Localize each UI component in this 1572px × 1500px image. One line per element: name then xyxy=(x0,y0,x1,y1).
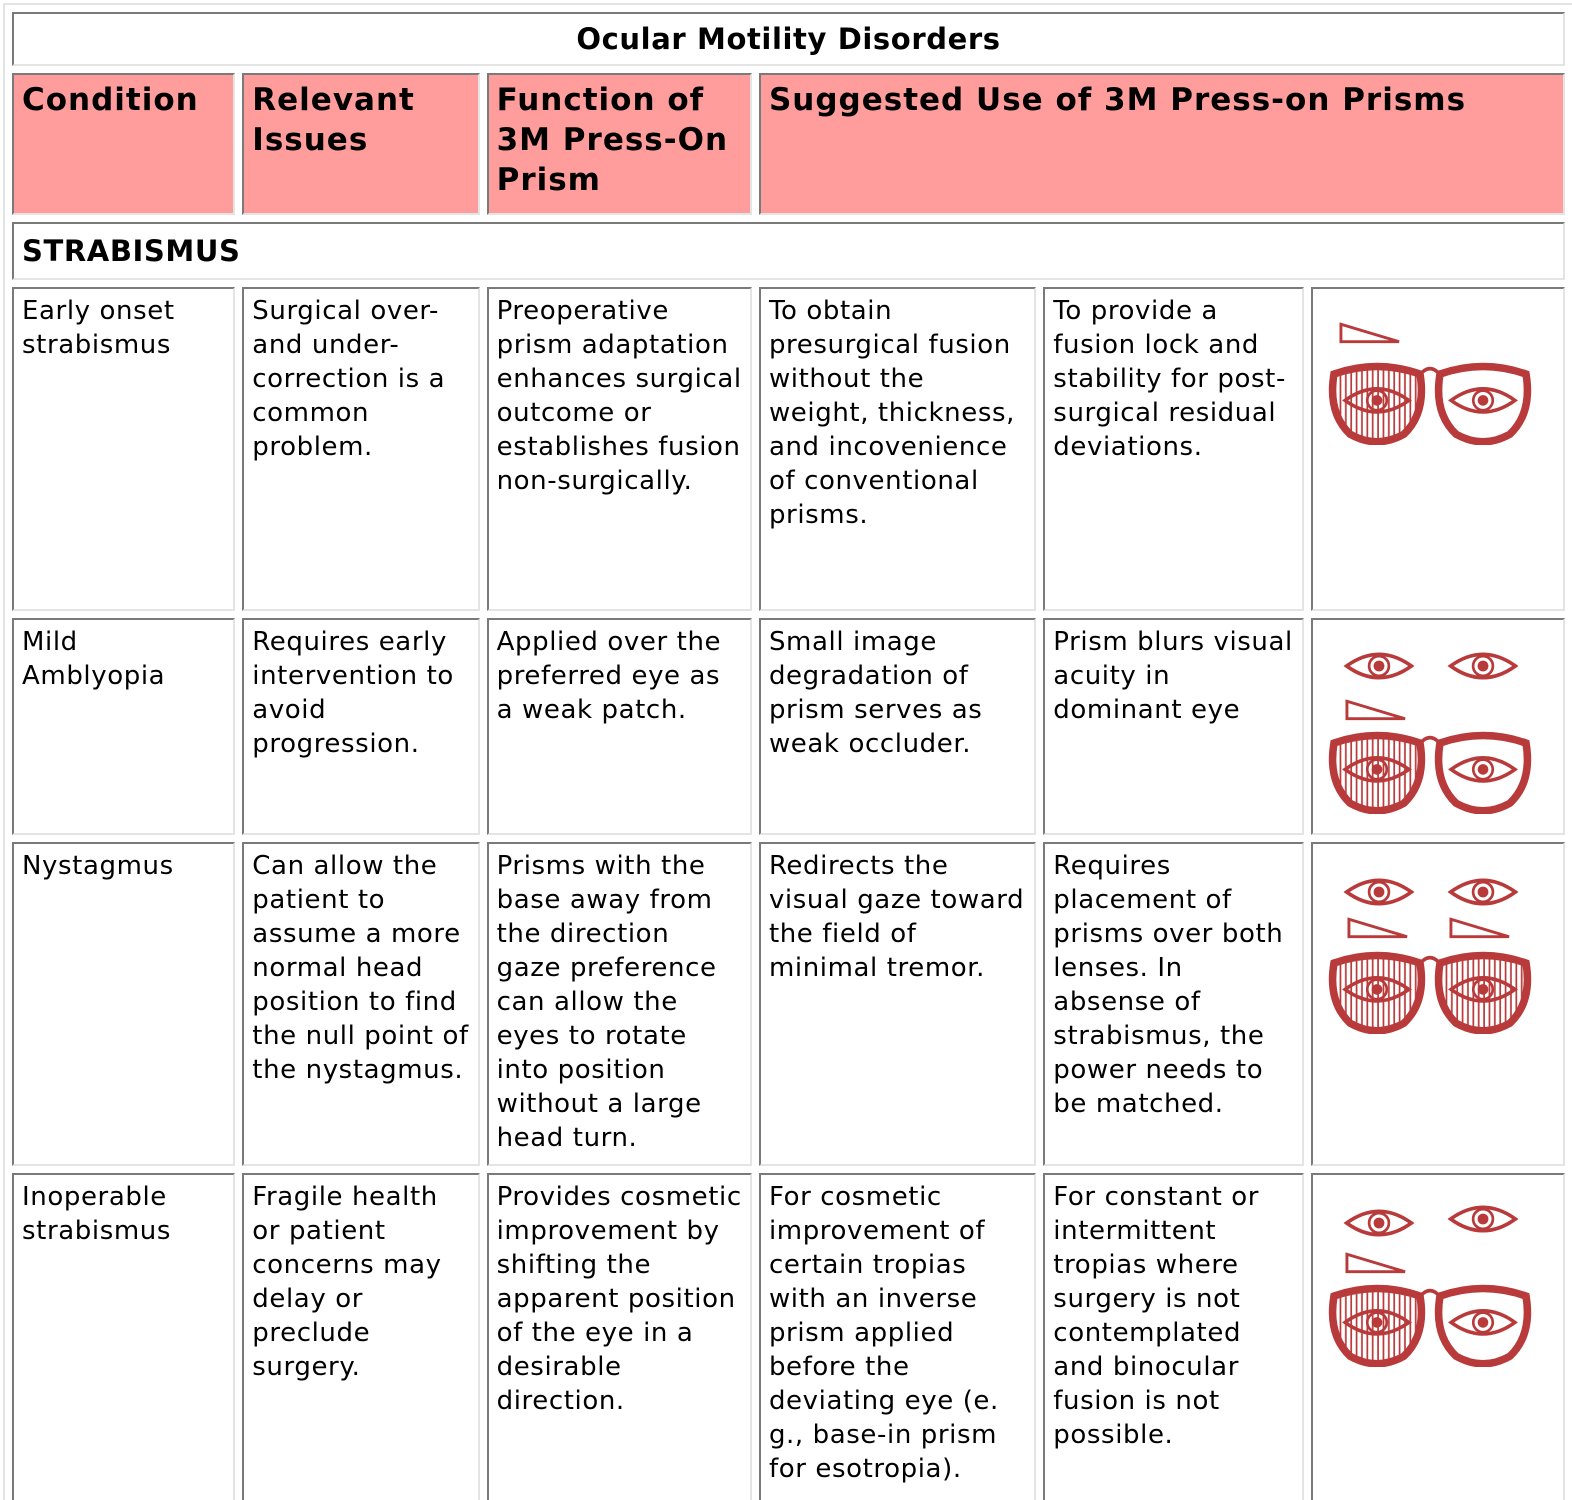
cell: Applied over the preferred eye as a weak… xyxy=(486,618,752,835)
lens-icon xyxy=(1438,1289,1527,1364)
prism-icon xyxy=(1345,1252,1407,1274)
bridge-icon xyxy=(1422,958,1438,962)
header-cell: Condition xyxy=(12,73,236,215)
cell: Mild Amblyopia xyxy=(12,618,236,835)
illustration-cell xyxy=(1310,287,1565,611)
prism-icon xyxy=(1347,917,1409,939)
illustration-cell xyxy=(1310,618,1565,835)
cell: Redirects the visual gaze toward the fie… xyxy=(758,842,1037,1166)
eye-icon xyxy=(1448,1205,1517,1233)
cell: Requires early intervention to avoid pro… xyxy=(242,618,480,835)
title-row: Ocular Motility Disorders xyxy=(12,12,1565,66)
illustration xyxy=(1323,878,1543,1048)
motility-table: Ocular Motility Disorders Condition Rele… xyxy=(3,3,1572,1500)
illustration-cell xyxy=(1310,842,1565,1166)
illustration xyxy=(1323,322,1543,453)
lens-icon xyxy=(1438,736,1527,811)
illustration xyxy=(1323,1205,1543,1379)
lens-icon xyxy=(1332,956,1421,1031)
cell: Provides cosmetic improvement by shiftin… xyxy=(486,1173,752,1500)
cell: Fragile health or patient concerns may d… xyxy=(242,1173,480,1500)
eye-icon xyxy=(1344,878,1413,906)
bridge-icon xyxy=(1422,738,1438,742)
eye-icon xyxy=(1448,652,1517,680)
cell: Inoperable strabismus xyxy=(12,1173,236,1500)
cell: Can allow the patient to assume a more n… xyxy=(242,842,480,1166)
header-cell: Relevant Issues xyxy=(242,73,480,215)
cell: Surgical over- and under-correction is a… xyxy=(242,287,480,611)
illustration-cell xyxy=(1310,1173,1565,1500)
eye-icon xyxy=(1448,878,1517,906)
lens-icon xyxy=(1332,367,1421,442)
section-row: STRABISMUS xyxy=(12,222,1565,280)
table-row: Inoperable strabismus Fragile health or … xyxy=(12,1173,1565,1500)
prism-icon xyxy=(1345,699,1407,721)
cell: To provide a fusion lock and stability f… xyxy=(1043,287,1304,611)
table-row: Early onset strabismus Surgical over- an… xyxy=(12,287,1565,611)
cell: Small image degradation of prism serves … xyxy=(758,618,1037,835)
cell: Preoperative prism adaptation enhances s… xyxy=(486,287,752,611)
table-title: Ocular Motility Disorders xyxy=(12,12,1565,66)
illustration xyxy=(1323,652,1543,824)
eye-icon xyxy=(1344,652,1413,680)
header-cell: Function of 3M Press-On Prism xyxy=(486,73,752,215)
header-row: Condition Relevant Issues Function of 3M… xyxy=(12,73,1565,215)
table-row: Mild Amblyopia Requires early interventi… xyxy=(12,618,1565,835)
cell: For constant or intermittent tropias whe… xyxy=(1043,1173,1304,1500)
header-cell: Suggested Use of 3M Press-on Prisms xyxy=(758,73,1565,215)
lens-icon xyxy=(1332,1289,1421,1364)
eye-icon xyxy=(1344,1209,1413,1237)
lens-icon xyxy=(1438,956,1527,1031)
lens-icon xyxy=(1438,367,1527,442)
cell: For cosmetic improvement of certain trop… xyxy=(758,1173,1037,1500)
lens-icon xyxy=(1332,736,1421,811)
cell: Requires placement of prisms over both l… xyxy=(1043,842,1304,1166)
cell: Early onset strabismus xyxy=(12,287,236,611)
cell: To obtain presurgical fusion without the… xyxy=(758,287,1037,611)
cell: Prisms with the base away from the direc… xyxy=(486,842,752,1166)
section-label: STRABISMUS xyxy=(12,222,1565,280)
cell: Prism blurs visual acuity in dominant ey… xyxy=(1043,618,1304,835)
prism-icon xyxy=(1339,322,1401,344)
bridge-icon xyxy=(1422,369,1438,373)
table-row: Nystagmus Can allow the patient to assum… xyxy=(12,842,1565,1166)
cell: Nystagmus xyxy=(12,842,236,1166)
bridge-icon xyxy=(1422,1291,1438,1295)
prism-icon xyxy=(1449,917,1511,939)
